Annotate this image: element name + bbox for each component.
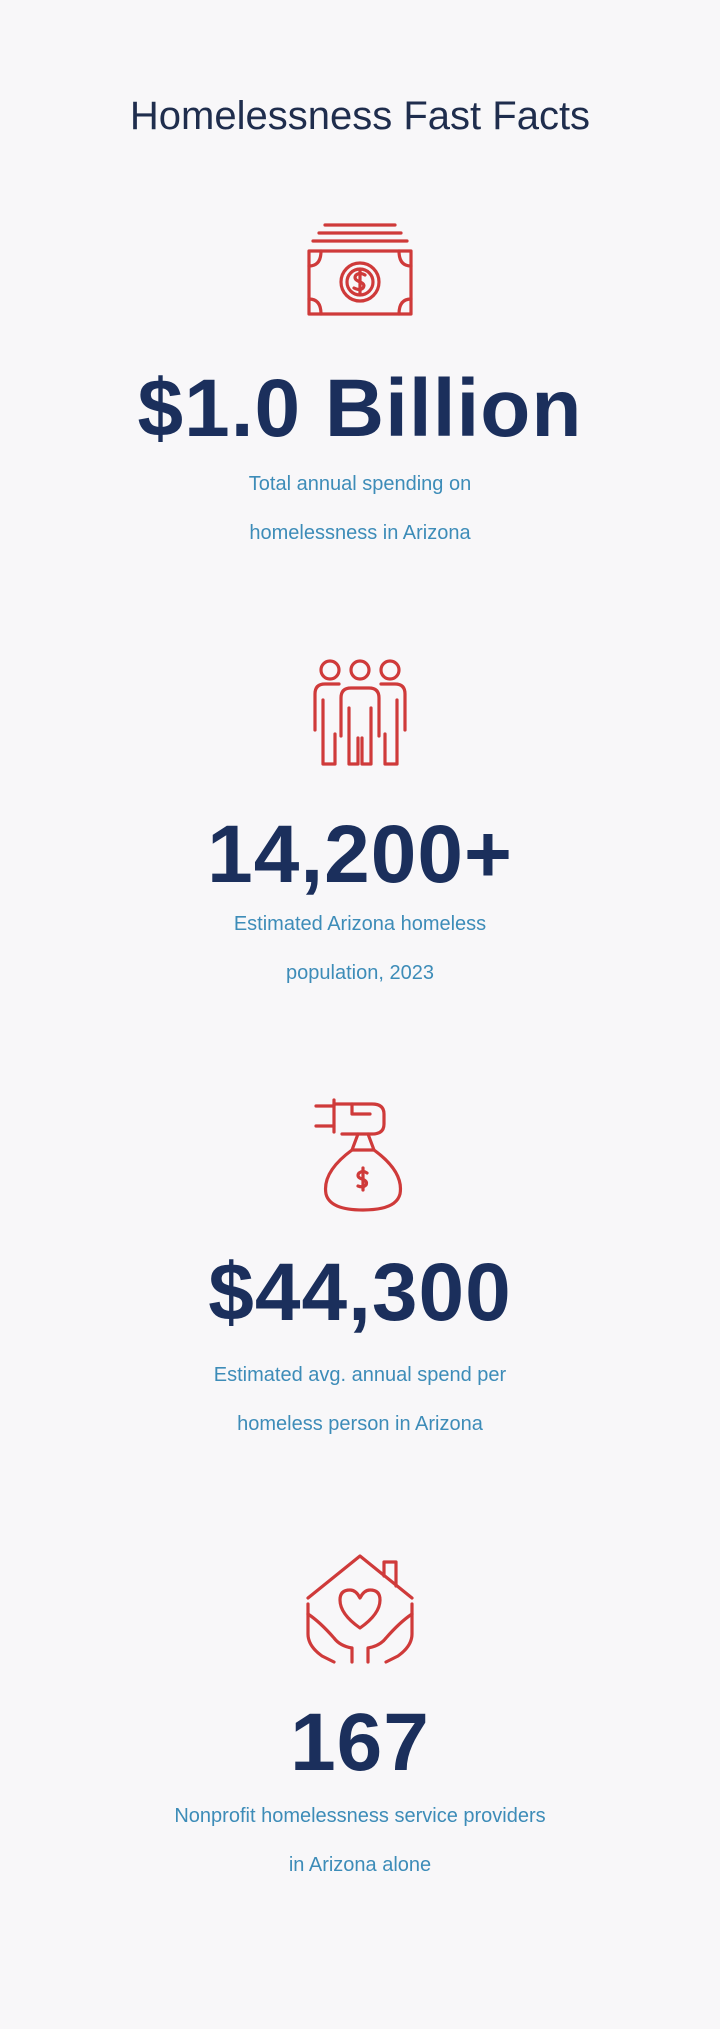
description-line: population, 2023 bbox=[286, 962, 434, 984]
description-line: Nonprofit homelessness service providers bbox=[174, 1805, 546, 1827]
stat-value: 167 bbox=[290, 1697, 430, 1788]
description-line: Total annual spending on bbox=[248, 473, 472, 495]
stat-value: $44,300 bbox=[208, 1247, 512, 1338]
house-heart-hands-icon bbox=[300, 1552, 420, 1664]
description-line: in Arizona alone bbox=[288, 1854, 432, 1876]
description-line: Estimated Arizona homeless bbox=[233, 913, 487, 935]
stat-value: $1.0 Billion bbox=[137, 363, 583, 454]
stat-description: Estimated Arizona homeless population, 2… bbox=[0, 900, 720, 998]
stat-value: 14,200+ bbox=[207, 809, 513, 900]
stat-description: Total annual spending on homelessness in… bbox=[0, 460, 720, 558]
description-line: homeless person in Arizona bbox=[237, 1413, 483, 1435]
page-title: Homelessness Fast Facts bbox=[129, 94, 591, 138]
people-group-icon bbox=[305, 658, 415, 768]
description-line: homelessness in Arizona bbox=[249, 522, 471, 544]
stat-description: Nonprofit homelessness service providers… bbox=[0, 1792, 720, 1890]
money-bag-hand-icon bbox=[312, 1096, 408, 1212]
stat-description: Estimated avg. annual spend per homeless… bbox=[0, 1351, 720, 1449]
description-line: Estimated avg. annual spend per bbox=[213, 1364, 507, 1386]
money-bill-icon bbox=[305, 222, 415, 318]
